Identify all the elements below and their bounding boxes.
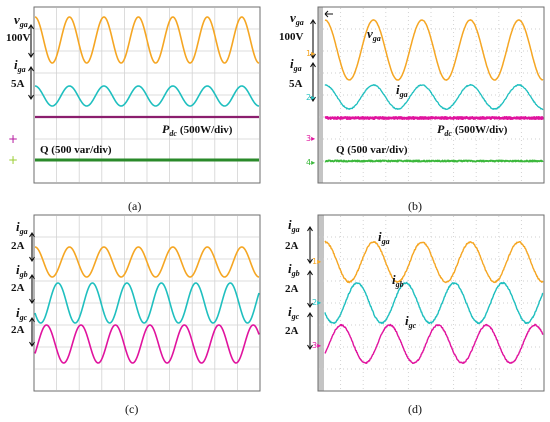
channel-1-marker: 1▸ [306,49,315,58]
panel-d-left-strip [318,215,324,391]
panel-b-scale-5a: 5A [289,78,303,90]
panel-b-iga-trace-label: iga [396,82,408,99]
panel-d-igc-left-label: igc [288,304,300,321]
panel-b: vga 100V iga 5A vga iga Pdc (500W/div) Q … [279,6,545,213]
panel-d-scale-c: 2A [285,325,299,337]
panel-d-igb-left-label: igb [288,261,300,278]
panel-d-frame [317,214,545,392]
panel-c-igb-trace [34,282,260,324]
panel-b-q-trace [324,159,544,163]
panel-d-caption: (d) [408,402,422,416]
panel-b-pdc-label: Pdc (500W/div) [437,122,508,138]
panel-c-iga-trace [34,246,260,278]
panel-c-frame [33,214,261,392]
panel-d-igb-scale-arrow [307,269,313,309]
panel-d-scale-b: 2A [285,283,299,295]
panel-d-scale-a: 2A [285,240,299,252]
panel-d: iga 2A igb 2A igc 2A iga igb igc 1▸ 2▸ 3… [285,214,545,416]
panel-d-iga-trace-label: iga [378,229,390,246]
panel-a-iga-label: iga [14,57,26,74]
channel-2-marker: 2▸ [312,298,321,307]
panel-b-iga-left-label: iga [290,56,302,73]
panel-a-scale-100v: 100V [6,32,31,44]
panel-c-igc-trace [34,324,260,364]
panel-b-vga-left-label: vga [290,10,304,27]
panel-c-traces [34,246,260,364]
panel-c: iga 2A igb 2A igc 2A (c) [11,214,261,416]
panel-a-current-scale-arrow [28,65,34,101]
panel-d-igc-scale-arrow [307,311,313,351]
channel-4-marker: 4▸ [306,158,315,167]
panel-d-igb-trace [324,281,544,325]
panel-a: vga 100V iga 5A Pdc (500W/div) Q (500 var… [6,6,261,213]
panel-a-q-label: Q (500 var/div) [40,144,112,156]
trigger-arrow-icon [324,10,333,18]
panel-d-traces [324,240,544,365]
panel-c-iga-label: iga [16,219,28,236]
panel-d-igc-trace [324,323,544,365]
panel-b-vga-trace-label: vga [367,26,381,43]
panel-a-frame [33,6,261,184]
panel-c-scale-c: 2A [11,324,25,336]
channel-1-marker: 1▸ [312,257,321,266]
panel-d-grid [319,216,543,390]
panel-b-voltage-scale-arrow [310,18,316,60]
panel-b-iga-trace [324,83,544,111]
panel-a-vga-label: vga [14,12,28,29]
panel-b-caption: (b) [408,199,422,213]
panel-d-iga-left-label: iga [288,217,300,234]
panel-c-scale-b: 2A [11,282,25,294]
panel-c-caption: (c) [125,402,138,416]
panel-b-left-strip [318,7,323,183]
panel-b-pdc-trace [324,116,544,120]
channel-3-marker: 3▸ [312,341,321,350]
panel-a-pdc-marker: + [8,132,18,146]
panel-c-igb-label: igb [16,262,28,279]
panel-b-q-label: Q (500 var/div) [336,144,408,156]
panel-d-iga-scale-arrow [307,225,313,265]
panel-c-igc-scale-arrow [29,316,35,348]
panel-a-vga-trace [34,16,260,64]
channel-3-marker: 3▸ [306,134,315,143]
panel-c-iga-scale-arrow [29,231,35,263]
panel-c-igb-scale-arrow [29,273,35,305]
panel-a-traces [33,16,261,162]
panel-d-igb-trace-label: igb [392,272,404,289]
panel-b-frame [317,6,545,184]
channel-2-marker: 2▸ [306,93,315,102]
panel-a-q-marker: + [8,153,18,167]
panel-b-current-scale-arrow [310,61,316,103]
panel-b-traces [324,19,544,163]
panel-b-scale-100v: 100V [279,31,304,43]
panel-b-vga-trace [324,19,544,81]
panel-a-iga-trace [34,85,260,107]
panel-d-iga-trace [324,240,544,284]
panel-c-igc-label: igc [16,305,28,322]
panel-a-voltage-scale-arrow [28,23,34,59]
panel-c-scale-a: 2A [11,240,25,252]
panel-a-caption: (a) [128,199,141,213]
panel-a-scale-5a: 5A [11,78,25,90]
panel-a-pdc-label: Pdc (500W/div) [162,122,233,138]
panel-b-channel-markers: 1▸ 2▸ 3▸ 4▸ [306,49,315,167]
panel-d-igc-trace-label: igc [405,313,417,330]
panel-d-channel-markers: 1▸ 2▸ 3▸ [312,257,321,350]
